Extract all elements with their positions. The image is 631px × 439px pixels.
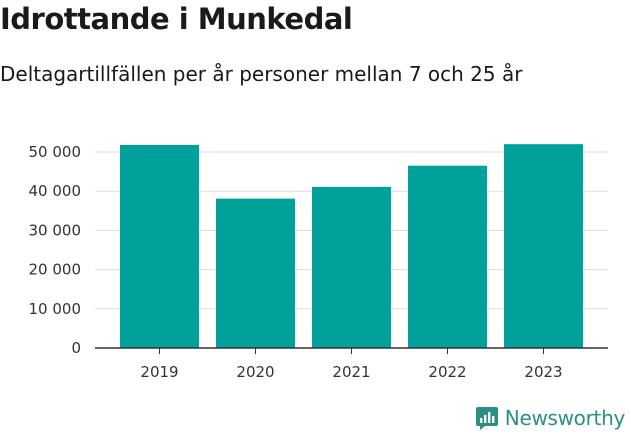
y-tick-label: 20 000 bbox=[29, 261, 82, 279]
x-axis-labels: 2019 2020 2021 2022 2023 bbox=[140, 348, 563, 381]
x-tick-label: 2022 bbox=[428, 363, 466, 381]
y-tick-label: 10 000 bbox=[29, 300, 82, 318]
x-tick-label: 2021 bbox=[332, 363, 370, 381]
brand: Newsworthy bbox=[475, 405, 625, 431]
chart-title: Idrottande i Munkedal bbox=[0, 2, 353, 36]
y-tick-label: 30 000 bbox=[29, 221, 82, 239]
x-tick-label: 2020 bbox=[236, 363, 274, 381]
x-tick-label: 2023 bbox=[524, 363, 562, 381]
bars bbox=[120, 144, 583, 348]
bar-2020 bbox=[216, 198, 295, 348]
y-tick-label: 0 bbox=[71, 339, 81, 357]
chart-subtitle: Deltagartillfällen per år personer mella… bbox=[0, 62, 523, 86]
newsworthy-logo-icon bbox=[475, 407, 498, 430]
bar-2021 bbox=[312, 186, 391, 348]
y-axis-labels: 0 10 000 20 000 30 000 40 000 50 000 bbox=[29, 143, 82, 357]
x-tick-label: 2019 bbox=[140, 363, 178, 381]
bar-2019 bbox=[120, 144, 199, 348]
y-tick-label: 50 000 bbox=[29, 143, 82, 161]
brand-name: Newsworthy bbox=[504, 406, 626, 430]
bar-2022 bbox=[408, 165, 487, 348]
y-tick-label: 40 000 bbox=[29, 182, 82, 200]
bar-2023 bbox=[504, 144, 583, 348]
